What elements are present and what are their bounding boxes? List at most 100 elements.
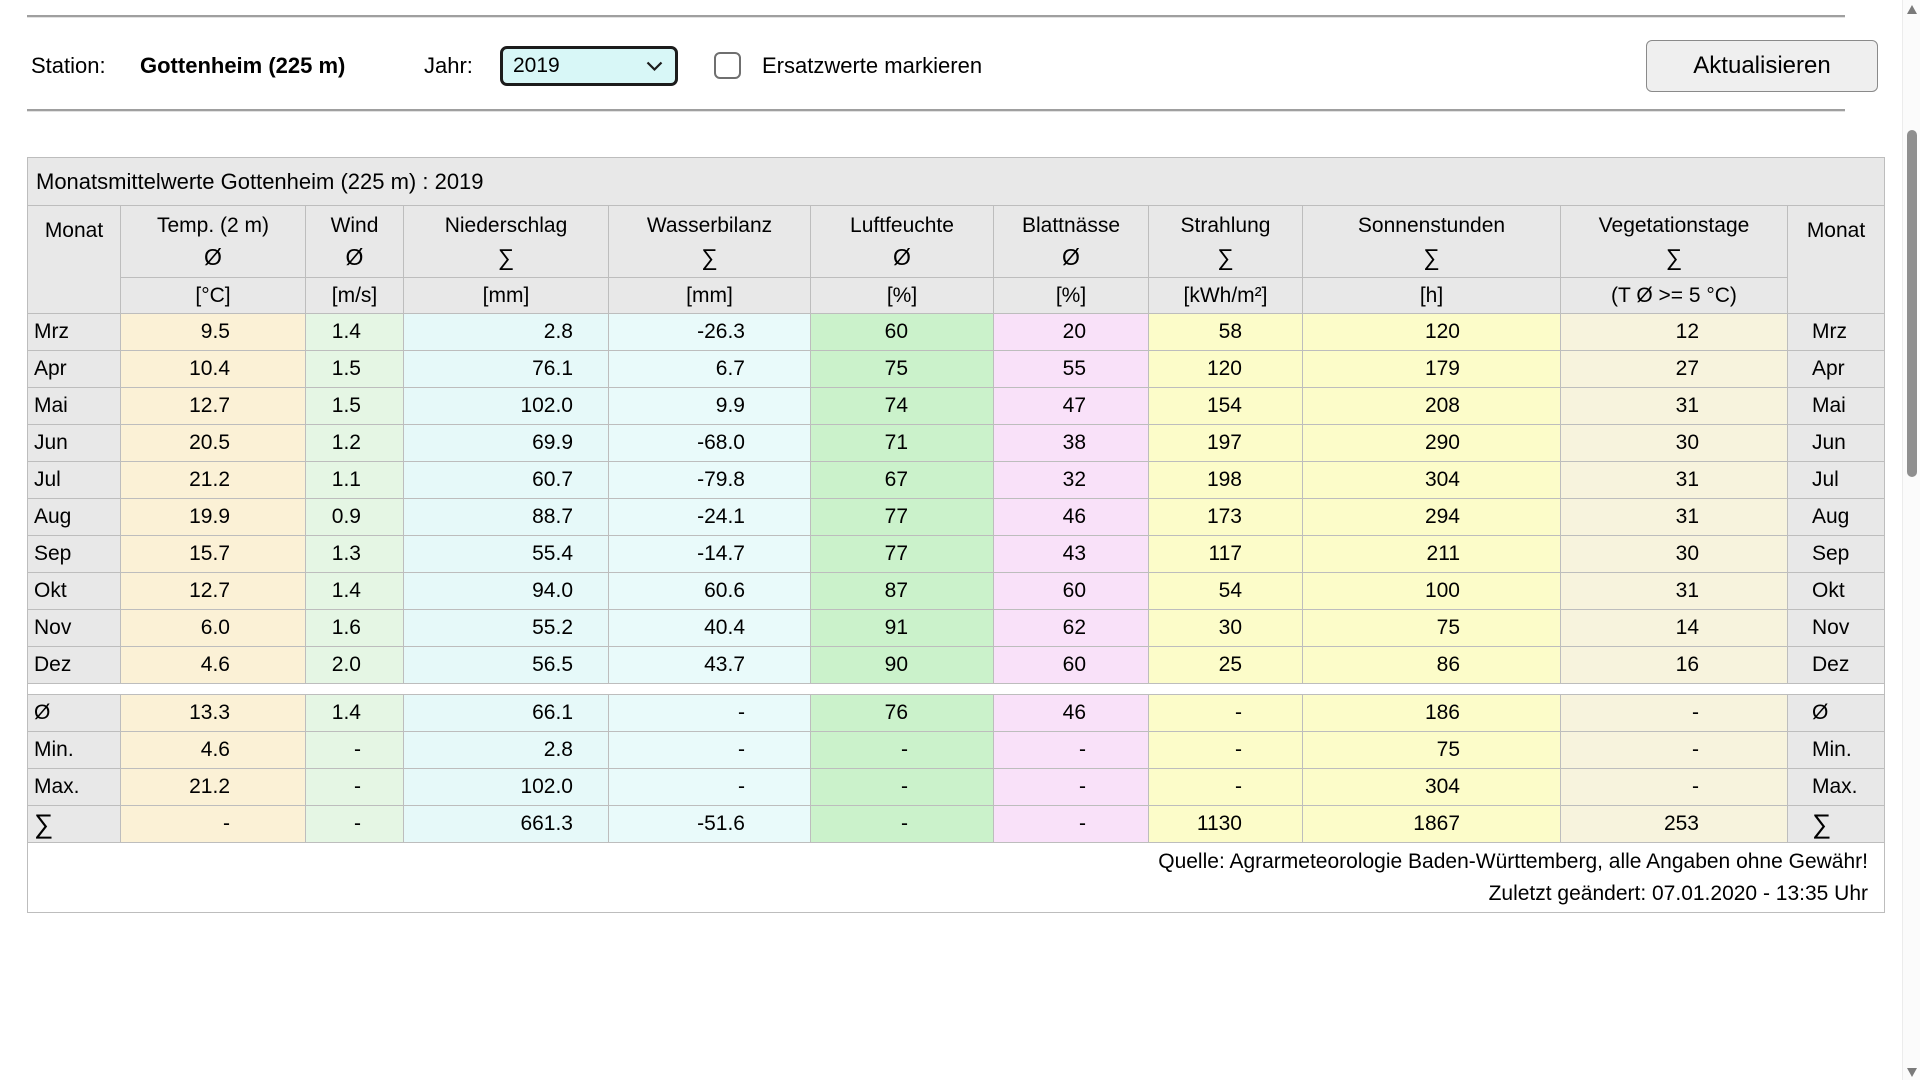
- year-select-value: 2019: [513, 54, 560, 77]
- value-cell: 12: [1560, 313, 1788, 351]
- value-cell: -: [305, 805, 404, 843]
- value-cell: 43.7: [608, 646, 811, 684]
- year-select[interactable]: 2019: [500, 46, 678, 86]
- row-label-left: Jun: [27, 424, 121, 462]
- column-header-strahlung: Strahlung ∑: [1148, 205, 1303, 278]
- column-symbol: ∑: [701, 243, 718, 270]
- value-cell: 120: [1302, 313, 1561, 351]
- value-cell: 88.7: [403, 498, 609, 536]
- value-cell: 30: [1560, 535, 1788, 573]
- value-cell: 253: [1560, 805, 1788, 843]
- value-cell: 75: [1302, 609, 1561, 647]
- column-symbol: Ø: [1062, 243, 1080, 270]
- value-cell: -: [1148, 694, 1303, 732]
- unit-cell: [m/s]: [305, 277, 404, 314]
- value-cell: 179: [1302, 350, 1561, 388]
- row-label-left: Max.: [27, 768, 121, 806]
- value-cell: 290: [1302, 424, 1561, 462]
- value-cell: 71: [810, 424, 994, 462]
- station-label: Station:: [31, 53, 106, 78]
- value-cell: 21.2: [120, 461, 306, 499]
- value-cell: 661.3: [403, 805, 609, 843]
- value-cell: 60.7: [403, 461, 609, 499]
- summary-separator: [27, 683, 1885, 695]
- ersatzwerte-checkbox-label[interactable]: Ersatzwerte markieren: [762, 53, 983, 78]
- table-title-row: Monatsmittelwerte Gottenheim (225 m) : 2…: [27, 157, 1885, 206]
- value-cell: 16: [1560, 646, 1788, 684]
- row-label-left: Jul: [27, 461, 121, 499]
- value-cell: 4.6: [120, 646, 306, 684]
- value-cell: 31: [1560, 387, 1788, 425]
- toolbar-divider: [27, 109, 1845, 112]
- vertical-scrollbar[interactable]: [1902, 0, 1920, 1080]
- column-name: Vegetationstage: [1598, 213, 1750, 237]
- value-cell: 30: [1148, 609, 1303, 647]
- value-cell: 31: [1560, 498, 1788, 536]
- value-cell: 102.0: [403, 387, 609, 425]
- value-cell: -26.3: [608, 313, 811, 351]
- top-divider: [27, 15, 1845, 18]
- source-note: Quelle: Agrarmeteorologie Baden-Württemb…: [1158, 849, 1868, 873]
- scroll-down-arrow-icon[interactable]: [1907, 1068, 1917, 1077]
- value-cell: 1.5: [305, 387, 404, 425]
- value-cell: -: [810, 805, 994, 843]
- value-cell: -79.8: [608, 461, 811, 499]
- unit-cell: [mm]: [608, 277, 811, 314]
- summary-row: Max. 21.2-102.0- - - -304- Max.: [27, 768, 1885, 806]
- value-cell: 60: [810, 313, 994, 351]
- aktualisieren-button[interactable]: Aktualisieren: [1646, 40, 1878, 92]
- value-cell: 12.7: [120, 387, 306, 425]
- value-cell: 102.0: [403, 768, 609, 806]
- column-header-luftfeuchte: Luftfeuchte Ø: [810, 205, 994, 278]
- row-label-right: Mrz: [1787, 313, 1885, 351]
- row-label-right: Mai: [1787, 387, 1885, 425]
- summary-row: Ø 13.3 1.4 66.1-76 46-186- Ø: [27, 694, 1885, 732]
- row-label-left: Ø: [27, 694, 121, 732]
- column-header-monat-left: Monat: [27, 205, 121, 314]
- column-symbol: ∑: [1665, 243, 1683, 270]
- value-cell: 40.4: [608, 609, 811, 647]
- table-row: Mai 12.7 1.5 102.0 9.9 74 47 154 208 31 Mai: [27, 387, 1885, 425]
- value-cell: 67: [810, 461, 994, 499]
- value-cell: 38: [993, 424, 1149, 462]
- value-cell: 30: [1560, 424, 1788, 462]
- column-header-niederschlag: Niederschlag ∑: [403, 205, 609, 278]
- value-cell: -: [993, 768, 1149, 806]
- row-label-right: Max.: [1787, 768, 1885, 806]
- column-header-temp: Temp. (2 m) Ø: [120, 205, 306, 278]
- table-footer-row: Quelle: Agrarmeteorologie Baden-Württemb…: [27, 842, 1885, 913]
- value-cell: 14: [1560, 609, 1788, 647]
- value-cell: 60: [993, 646, 1149, 684]
- column-name: Strahlung: [1180, 213, 1271, 237]
- value-cell: 2.8: [403, 731, 609, 769]
- value-cell: 46: [993, 498, 1149, 536]
- value-cell: 1.4: [305, 572, 404, 610]
- value-cell: -14.7: [608, 535, 811, 573]
- column-name: Blattnässe: [1021, 213, 1121, 237]
- row-label-right: Ø: [1787, 694, 1885, 732]
- value-cell: 1.4: [305, 694, 404, 732]
- column-name: Luftfeuchte: [850, 213, 954, 237]
- column-name: Sonnenstunden: [1357, 213, 1506, 237]
- ersatzwerte-checkbox[interactable]: [714, 52, 741, 79]
- value-cell: 60.6: [608, 572, 811, 610]
- column-symbol: Ø: [204, 243, 222, 270]
- row-label-left: Sep: [27, 535, 121, 573]
- value-cell: 66.1: [403, 694, 609, 732]
- station-value: Gottenheim (225 m): [140, 53, 346, 78]
- unit-cell: [kWh/m²]: [1148, 277, 1303, 314]
- scrollbar-thumb[interactable]: [1907, 130, 1917, 477]
- value-cell: -: [993, 805, 1149, 843]
- value-cell: 43: [993, 535, 1149, 573]
- value-cell: 154: [1148, 387, 1303, 425]
- value-cell: -: [993, 731, 1149, 769]
- column-symbol: ∑: [1423, 243, 1440, 270]
- row-label-left: ∑: [27, 805, 121, 843]
- value-cell: -: [1560, 768, 1788, 806]
- table-title: Monatsmittelwerte Gottenheim (225 m) : 2…: [27, 157, 1885, 206]
- value-cell: 90: [810, 646, 994, 684]
- value-cell: 1.6: [305, 609, 404, 647]
- unit-cell: [°C]: [120, 277, 306, 314]
- value-cell: 76: [810, 694, 994, 732]
- scroll-up-arrow-icon[interactable]: [1907, 5, 1917, 14]
